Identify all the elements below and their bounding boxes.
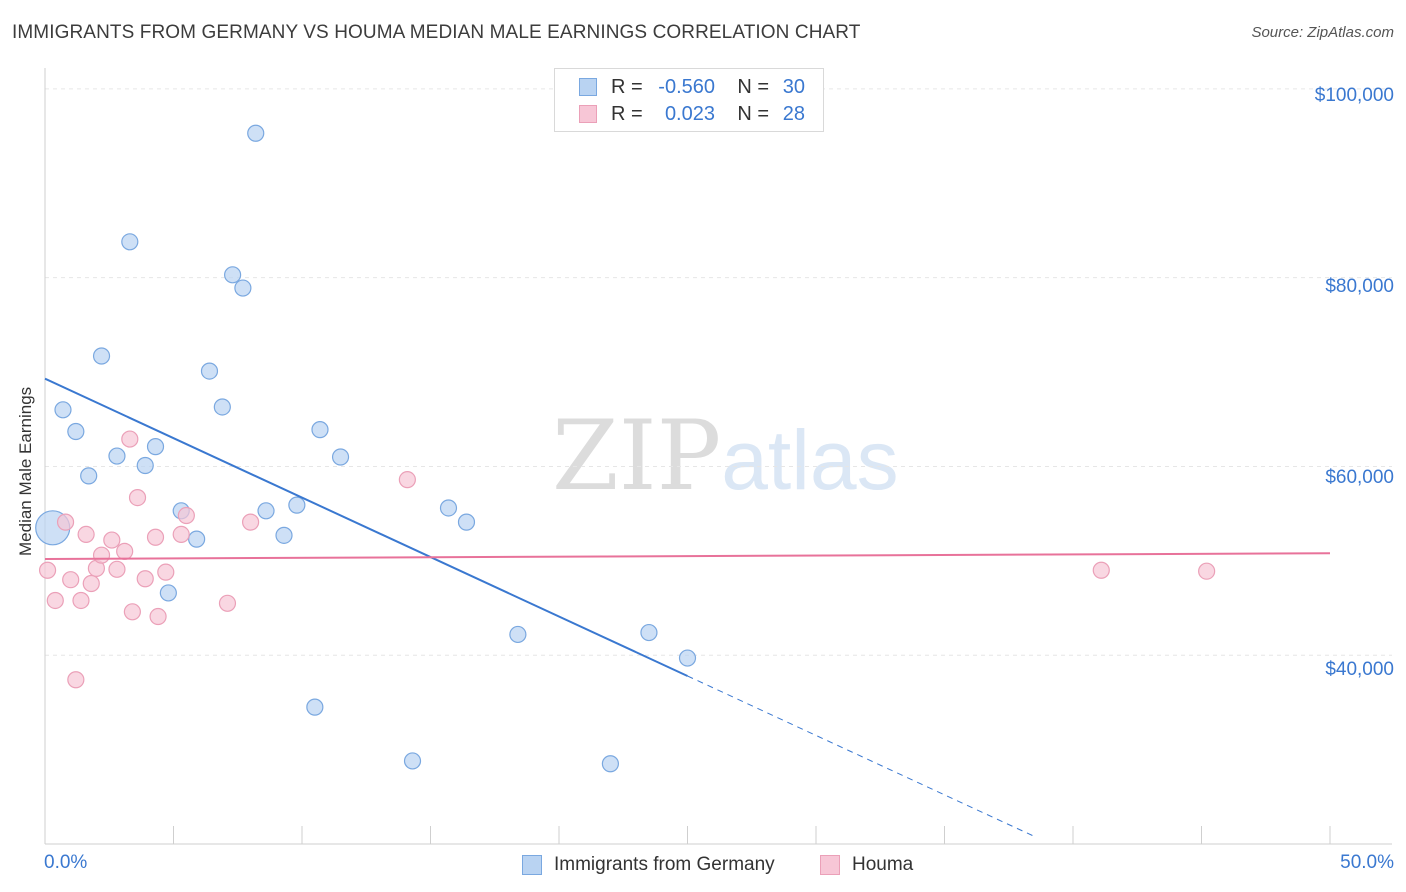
legend-r-label: R = xyxy=(611,102,643,125)
legend-r-value: -0.560 xyxy=(658,75,715,98)
germany-point xyxy=(67,422,85,441)
houma-point xyxy=(146,528,165,546)
legend-r-label: R = xyxy=(611,75,643,98)
houma-point xyxy=(72,591,90,610)
houma-point xyxy=(242,513,260,531)
houma-point xyxy=(38,561,57,579)
x-tick-label-max: 50.0% xyxy=(1340,852,1394,873)
legend-row-germany: R = -0.560 N = 30 xyxy=(579,75,805,99)
houma-point xyxy=(82,574,100,593)
germany-point xyxy=(213,398,231,416)
legend-n-value: 30 xyxy=(782,75,805,98)
germany-point xyxy=(439,499,458,517)
germany-point xyxy=(509,625,527,644)
houma-trend-line xyxy=(44,552,1331,560)
watermark-atlas: atlas xyxy=(721,413,899,507)
houma-point xyxy=(149,607,167,626)
houma-point xyxy=(121,430,139,448)
legend-n-label: N = xyxy=(737,75,769,98)
legend-n-value: 28 xyxy=(782,102,805,125)
y-tick-label-100000: $100,000 xyxy=(1314,85,1394,106)
y-axis-label: Median Male Earnings xyxy=(16,386,35,556)
germany-point xyxy=(159,584,177,602)
houma-point xyxy=(92,546,111,564)
houma-point xyxy=(157,563,175,581)
germany-trend-extension xyxy=(687,675,1035,837)
houma-point xyxy=(177,506,195,525)
watermark-zip: ZIP xyxy=(552,400,722,512)
germany-point xyxy=(224,266,242,284)
bottom-legend-label-germany: Immigrants from Germany xyxy=(554,854,775,875)
germany-point xyxy=(457,513,476,531)
bottom-legend-germany: Immigrants from Germany xyxy=(522,852,775,878)
houma-point xyxy=(77,525,95,544)
germany-point xyxy=(331,448,350,466)
houma-point xyxy=(1198,562,1216,580)
germany-point xyxy=(640,623,658,642)
houma-point xyxy=(62,571,80,589)
germany-point xyxy=(108,447,126,465)
germany-point xyxy=(80,467,98,485)
germany-point xyxy=(146,438,165,456)
bottom-legend-houma: Houma xyxy=(820,852,913,878)
germany-point xyxy=(188,530,206,548)
houma-point xyxy=(136,570,154,588)
germany-point xyxy=(403,752,422,770)
houma-point xyxy=(123,603,141,621)
germany-trend-line xyxy=(44,377,688,677)
houma-point xyxy=(46,591,64,610)
bottom-legend-swatch-blue xyxy=(522,855,542,875)
y-tick-label-80000: $80,000 xyxy=(1325,276,1394,297)
houma-point xyxy=(67,671,85,689)
houma-point xyxy=(103,531,121,549)
germany-point xyxy=(311,421,329,439)
germany-point xyxy=(54,401,72,419)
germany-point xyxy=(121,233,139,251)
legend-r-value: 0.023 xyxy=(664,102,715,125)
correlation-legend: R = -0.560 N = 30 R = 0.023 N = 28 xyxy=(554,68,824,132)
legend-swatch-blue xyxy=(579,78,597,96)
legend-swatch-pink xyxy=(579,105,597,123)
x-tick-label-min: 0.0% xyxy=(44,852,88,873)
bottom-legend-swatch-pink xyxy=(820,855,840,875)
legend-row-houma: R = 0.023 N = 28 xyxy=(579,102,805,126)
y-tick-label-60000: $60,000 xyxy=(1325,467,1394,488)
legend-n-label: N = xyxy=(737,102,769,125)
germany-point xyxy=(200,362,219,380)
germany-point xyxy=(257,502,275,520)
germany-point xyxy=(234,279,252,297)
germany-point xyxy=(92,347,111,365)
germany-point xyxy=(275,526,293,544)
houma-point xyxy=(218,594,237,612)
houma-point xyxy=(1092,561,1110,579)
houma-point xyxy=(116,542,134,560)
houma-point xyxy=(398,471,416,489)
chart-title: IMMIGRANTS FROM GERMANY VS HOUMA MEDIAN … xyxy=(12,22,861,43)
y-tick-label-40000: $40,000 xyxy=(1325,659,1394,680)
houma-point xyxy=(56,513,75,531)
houma-point xyxy=(128,488,147,507)
germany-point xyxy=(678,649,697,667)
bottom-legend-label-houma: Houma xyxy=(852,854,914,875)
watermark: ZIPatlas xyxy=(552,400,899,512)
germany-point xyxy=(306,698,324,716)
germany-point xyxy=(136,456,154,475)
houma-point xyxy=(172,525,190,544)
germany-point xyxy=(288,496,306,514)
source-label: Source: ZipAtlas.com xyxy=(1251,24,1394,41)
houma-point xyxy=(108,560,126,578)
germany-point xyxy=(601,755,620,773)
germany-point xyxy=(247,124,265,142)
